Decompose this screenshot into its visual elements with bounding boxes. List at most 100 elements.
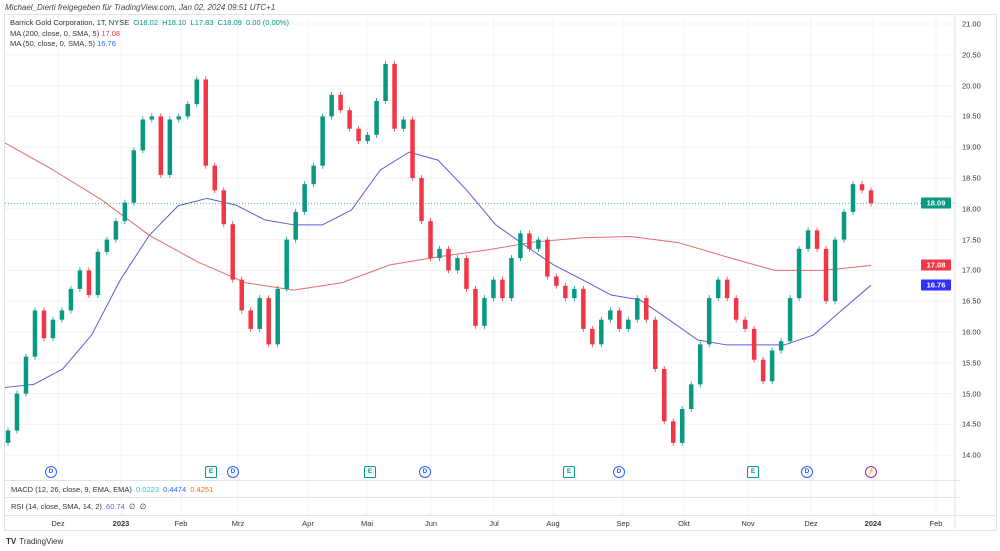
tradingview-logo[interactable]: TV TradingView — [6, 537, 63, 546]
candle-body — [751, 328, 757, 360]
candle — [383, 61, 388, 104]
candle — [113, 218, 119, 243]
candle-body — [733, 298, 739, 320]
candle-body — [473, 288, 478, 326]
candle-body — [536, 239, 541, 249]
candle — [248, 307, 253, 332]
time-axis-label: Jun — [424, 519, 438, 528]
time-axis-label: Mai — [360, 519, 374, 528]
earnings-marker[interactable]: E — [747, 466, 759, 478]
candle-body — [635, 298, 640, 320]
ma200-legend: MA (200, close, 0, SMA, 5) 17.08 — [10, 29, 289, 40]
macd-pane[interactable]: MACD (12, 26, close, 9, EMA, EMA) 0.0223… — [5, 480, 961, 498]
time-axis-label: Okt — [678, 519, 690, 528]
candle-body — [841, 211, 847, 240]
ma50-label[interactable]: MA (50, close, 0, SMA, 5) — [10, 39, 96, 48]
candle-body — [284, 239, 289, 289]
candle — [176, 113, 182, 123]
candle-body — [644, 298, 649, 320]
price-axis-label: 19.50 — [962, 111, 981, 121]
price-axis-label: 16.50 — [962, 296, 981, 306]
tv-logo-icon: TV — [6, 537, 17, 546]
candle — [311, 162, 316, 188]
split-marker[interactable]: ⚡ — [865, 466, 877, 478]
rsi-ma-value: ∅ — [129, 502, 136, 511]
candle-body — [23, 356, 29, 394]
candle-body — [608, 310, 613, 320]
price-axis-label: 16.00 — [962, 327, 981, 337]
candle-body — [661, 368, 667, 422]
candle — [401, 116, 406, 132]
candle — [733, 295, 739, 323]
candle-body — [140, 119, 146, 151]
price-axis-label: 15.50 — [962, 358, 981, 368]
candle — [230, 221, 235, 283]
rsi-pane[interactable]: RSI (14, close, SMA, 14, 2) 60.74 ∅ ∅ — [5, 497, 961, 516]
candle — [482, 295, 487, 329]
candle-body — [59, 310, 65, 320]
brand-name: TradingView — [19, 537, 64, 546]
candle-body — [760, 359, 766, 382]
candle-body — [401, 119, 406, 129]
close-value: C18.09 — [217, 18, 242, 27]
candle — [68, 285, 74, 314]
time-axis-label: 2024 — [864, 519, 882, 528]
earnings-marker[interactable]: E — [205, 466, 217, 478]
time-axis-label: Dez — [804, 519, 818, 528]
candle-body — [626, 319, 631, 329]
candle-body — [302, 184, 307, 212]
candle — [742, 316, 748, 332]
dividend-marker[interactable]: D — [801, 466, 813, 478]
candle — [293, 208, 298, 243]
ma200-label[interactable]: MA (200, close, 0, SMA, 5) — [10, 28, 100, 38]
candle-body — [293, 211, 298, 240]
candle-body — [653, 319, 658, 369]
candle — [437, 245, 442, 262]
dividend-marker[interactable]: D — [45, 466, 57, 478]
rsi-label: RSI (14, close, SMA, 14, 2) — [11, 502, 102, 511]
candle-body — [554, 276, 559, 286]
earnings-marker[interactable]: E — [563, 466, 575, 478]
candle-body — [320, 116, 325, 166]
candle — [841, 208, 847, 243]
symbol-name[interactable]: Barrick Gold Corporation, 1T, NYSE — [10, 18, 130, 27]
candle-body — [374, 101, 379, 135]
earnings-marker[interactable]: E — [364, 466, 376, 478]
chart-frame — [4, 14, 997, 531]
macd-histogram-value: 0.0223 — [136, 485, 159, 494]
candle-body — [203, 79, 209, 166]
change-value: 0.00 (0.00%) — [246, 18, 289, 27]
candle-body — [509, 258, 514, 299]
candle-body — [590, 328, 595, 345]
price-axis-label: 15.00 — [962, 389, 981, 399]
candle — [455, 255, 460, 274]
candle-body — [356, 128, 361, 142]
candle — [527, 230, 532, 252]
symbol-legend: Barrick Gold Corporation, 1T, NYSE O18.0… — [10, 18, 289, 29]
dividend-marker[interactable]: D — [419, 466, 431, 478]
candle — [410, 116, 415, 181]
candle-body — [131, 150, 137, 203]
candle — [140, 116, 146, 154]
candle-body — [805, 230, 811, 249]
candle-body — [86, 270, 92, 296]
candle-body — [850, 184, 856, 212]
time-axis-label: Sep — [616, 519, 630, 528]
candle-body — [122, 202, 128, 222]
dividend-marker[interactable]: D — [227, 466, 239, 478]
candle-body — [248, 310, 253, 329]
time-axis[interactable]: Dez 2023 Feb Mrz Apr Mai Jun Jul Aug Sep Okt Nov Dez… — [5, 515, 995, 530]
candle — [697, 341, 703, 388]
candle-body — [446, 248, 451, 271]
dividend-marker[interactable]: D — [613, 466, 625, 478]
candle-body — [5, 430, 11, 443]
candle — [329, 91, 334, 120]
candle — [374, 98, 379, 138]
candle-body — [266, 298, 271, 345]
candle-body — [563, 285, 568, 299]
candle-body — [329, 94, 334, 117]
candle-body — [311, 165, 316, 185]
candle-body — [715, 279, 721, 299]
candle — [275, 285, 280, 348]
